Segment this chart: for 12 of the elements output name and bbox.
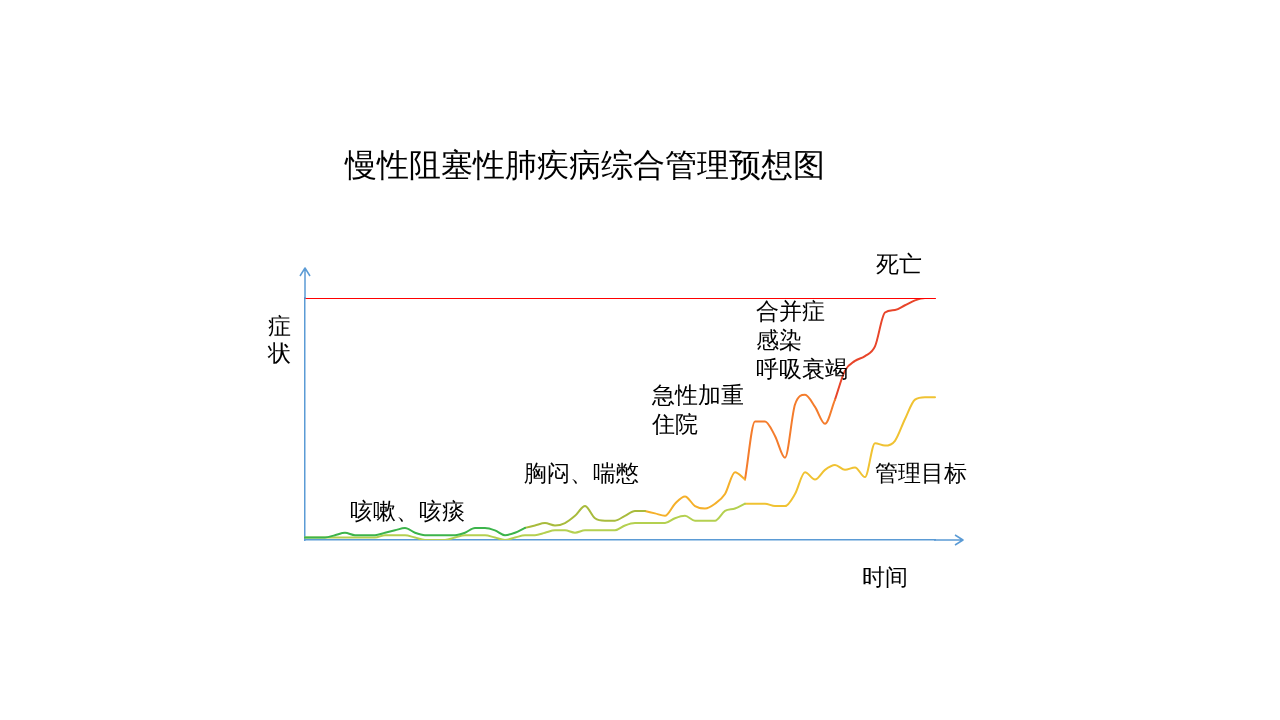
annotation: 感染: [756, 326, 802, 355]
annotation: 急性加重: [652, 381, 744, 410]
series-label: 管理目标: [875, 459, 967, 488]
annotation: 呼吸衰竭: [756, 355, 848, 384]
annotation: 胸闷、喘憋: [524, 459, 639, 488]
annotation: 住院: [652, 410, 698, 439]
x-axis-title: 时间: [862, 563, 908, 592]
y-axis-title: 症状: [268, 313, 292, 367]
series-label: 死亡: [876, 250, 922, 279]
annotation: 咳嗽、咳痰: [350, 497, 465, 526]
annotation: 合并症: [756, 297, 825, 326]
chart-title: 慢性阻塞性肺疾病综合管理预想图: [345, 145, 825, 185]
